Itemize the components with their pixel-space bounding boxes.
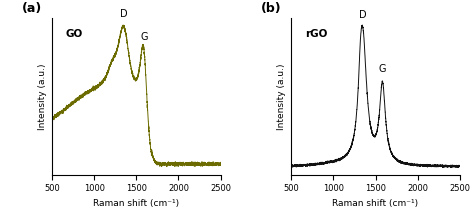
Y-axis label: Intensity (a.u.): Intensity (a.u.)	[37, 63, 46, 129]
X-axis label: Raman shift (cm⁻¹): Raman shift (cm⁻¹)	[93, 199, 180, 208]
Text: G: G	[379, 64, 386, 74]
Text: D: D	[120, 9, 128, 19]
Text: G: G	[140, 32, 148, 42]
Text: GO: GO	[65, 29, 83, 39]
Text: (a): (a)	[22, 2, 42, 15]
Y-axis label: Intensity (a.u.): Intensity (a.u.)	[277, 63, 286, 129]
Text: D: D	[359, 10, 367, 20]
Text: (b): (b)	[261, 2, 282, 15]
X-axis label: Raman shift (cm⁻¹): Raman shift (cm⁻¹)	[332, 199, 419, 208]
Text: rGO: rGO	[305, 29, 327, 39]
